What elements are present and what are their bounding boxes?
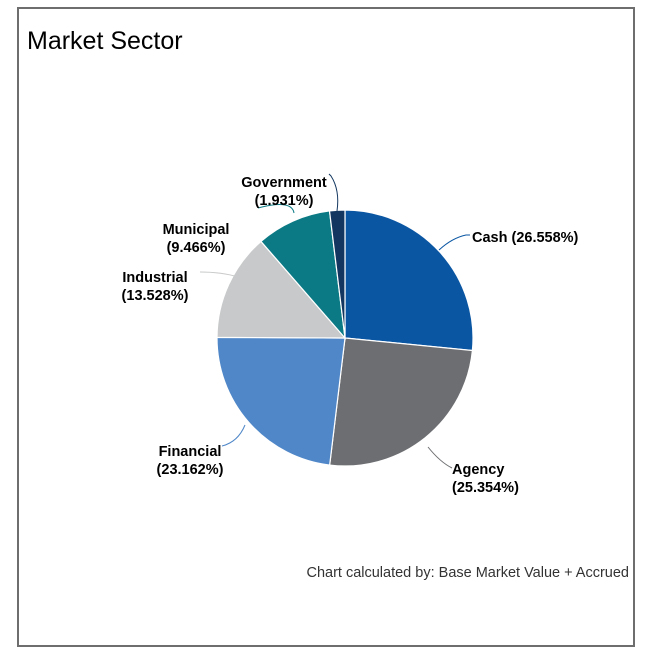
slice-label-industrial: Industrial (13.528%) xyxy=(122,270,189,304)
slice-label-municipal: Municipal (9.466%) xyxy=(163,222,230,256)
leader-line-government xyxy=(328,173,339,212)
pie-slice-municipal xyxy=(260,210,346,340)
slice-label-financial: Financial (23.162%) xyxy=(157,444,224,478)
chart-title: Market Sector xyxy=(27,27,183,55)
pie-slice-cash xyxy=(344,209,474,352)
leader-line-industrial xyxy=(199,271,239,278)
pie-slices xyxy=(216,209,474,467)
leader-lines xyxy=(199,173,470,469)
pie-slice-financial xyxy=(216,336,346,466)
pie-chart: Cash (26.558%) Agency (25.354%) Financial (2… xyxy=(122,173,579,496)
slice-label-agency: Agency (25.354%) xyxy=(452,462,519,496)
slice-label-cash: Cash (26.558%) xyxy=(472,230,579,246)
leader-line-financial xyxy=(221,424,246,447)
slice-label-government: Government (1.931%) xyxy=(241,175,327,209)
slice-labels: Cash (26.558%) Agency (25.354%) Financial (2… xyxy=(122,175,579,496)
leader-line-municipal xyxy=(257,204,295,214)
leader-line-cash xyxy=(438,234,470,251)
leader-line-agency xyxy=(427,446,453,469)
pie-slice-agency xyxy=(328,337,474,467)
pie-slice-industrial xyxy=(216,240,347,339)
chart-footnote: Chart calculated by: Base Market Value +… xyxy=(306,565,629,581)
